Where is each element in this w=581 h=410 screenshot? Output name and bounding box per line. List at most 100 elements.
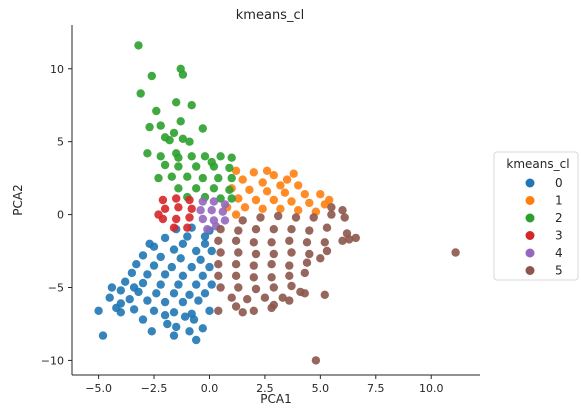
- point-cluster-0: [207, 246, 216, 256]
- point-cluster-5: [251, 249, 261, 259]
- point-cluster-1: [251, 195, 261, 205]
- x-axis-label: PCA1: [260, 392, 291, 406]
- point-cluster-0: [178, 271, 188, 280]
- point-cluster-1: [280, 188, 290, 197]
- point-cluster-5: [302, 238, 312, 247]
- point-cluster-2: [216, 152, 225, 161]
- legend-label-5: 5: [555, 264, 563, 278]
- point-cluster-0: [152, 289, 161, 298]
- point-cluster-4: [220, 200, 230, 209]
- point-cluster-2: [227, 153, 236, 162]
- point-cluster-0: [178, 239, 188, 248]
- point-cluster-2: [178, 70, 188, 79]
- y-axis-label: PCA2: [11, 184, 25, 215]
- point-cluster-5: [238, 216, 247, 225]
- point-cluster-2: [183, 172, 192, 181]
- point-cluster-5: [256, 213, 265, 222]
- point-cluster-0: [180, 312, 190, 321]
- point-cluster-2: [143, 149, 152, 158]
- x-axis-ticks: −5.0 −2.5 0.0 2.5 5.0 7.5 10.0: [85, 375, 443, 395]
- point-cluster-5: [216, 225, 225, 234]
- points-layer: [94, 41, 460, 365]
- point-cluster-5: [267, 260, 276, 269]
- point-cluster-5: [338, 206, 347, 215]
- point-cluster-2: [160, 160, 170, 170]
- point-cluster-5: [345, 235, 354, 244]
- legend-label-3: 3: [555, 229, 563, 243]
- point-cluster-5: [249, 261, 258, 270]
- point-cluster-0: [169, 245, 179, 254]
- point-cluster-0: [174, 280, 183, 289]
- point-cluster-5: [287, 248, 296, 257]
- point-cluster-2: [198, 173, 207, 183]
- point-cluster-5: [269, 283, 278, 292]
- point-cluster-5: [267, 238, 276, 247]
- point-cluster-5: [249, 306, 258, 315]
- legend-label-0: 0: [555, 176, 563, 190]
- point-cluster-2: [154, 173, 163, 183]
- point-cluster-0: [192, 246, 201, 256]
- point-cluster-5: [231, 260, 241, 269]
- point-cluster-2: [174, 162, 183, 171]
- point-cluster-2: [209, 184, 219, 193]
- point-cluster-2: [174, 184, 183, 193]
- point-cluster-0: [138, 278, 148, 288]
- point-cluster-2: [187, 152, 196, 161]
- point-cluster-0: [169, 331, 179, 340]
- point-cluster-3: [174, 203, 183, 212]
- point-cluster-0: [160, 233, 170, 243]
- point-cluster-5: [251, 284, 261, 294]
- point-cluster-0: [176, 254, 185, 263]
- point-cluster-0: [185, 290, 194, 299]
- point-cluster-1: [231, 166, 241, 175]
- point-cluster-0: [198, 324, 207, 333]
- point-cluster-1: [231, 210, 241, 219]
- legend-marker-3: [525, 231, 535, 240]
- point-cluster-3: [185, 213, 194, 222]
- point-cluster-5: [340, 213, 349, 222]
- point-cluster-0: [147, 327, 156, 336]
- point-cluster-1: [294, 206, 303, 215]
- point-cluster-2: [136, 89, 145, 98]
- point-cluster-0: [185, 327, 194, 336]
- point-cluster-0: [94, 306, 103, 315]
- point-cluster-5: [287, 225, 296, 234]
- point-cluster-4: [209, 197, 219, 206]
- point-cluster-2: [176, 117, 185, 126]
- point-cluster-5: [234, 226, 243, 235]
- point-cluster-2: [198, 124, 207, 133]
- point-cluster-3: [169, 223, 179, 232]
- point-cluster-5: [214, 271, 223, 280]
- point-cluster-0: [143, 296, 152, 305]
- x-tick-label: −5.0: [85, 382, 112, 395]
- point-cluster-0: [167, 262, 176, 272]
- point-cluster-5: [214, 306, 223, 315]
- point-cluster-1: [262, 187, 272, 196]
- point-cluster-0: [145, 239, 154, 248]
- point-cluster-5: [285, 261, 294, 270]
- point-cluster-0: [172, 322, 181, 332]
- point-cluster-2: [200, 152, 210, 161]
- point-cluster-0: [116, 286, 126, 295]
- point-cluster-0: [98, 331, 108, 340]
- point-cluster-1: [240, 203, 250, 212]
- x-tick-label: 10.0: [419, 382, 444, 395]
- point-cluster-1: [316, 190, 325, 199]
- point-cluster-5: [214, 236, 223, 245]
- point-cluster-5: [234, 283, 243, 292]
- y-tick-label: 5: [57, 136, 64, 149]
- point-cluster-1: [262, 166, 272, 175]
- y-tick-label: −5: [48, 282, 64, 295]
- point-cluster-5: [327, 210, 336, 219]
- point-cluster-5: [285, 296, 294, 305]
- point-cluster-1: [234, 194, 243, 203]
- point-cluster-5: [327, 203, 336, 212]
- point-cluster-0: [156, 280, 165, 289]
- x-tick-label: 2.5: [256, 382, 274, 395]
- point-cluster-3: [183, 223, 192, 232]
- point-cluster-5: [269, 225, 278, 234]
- point-cluster-1: [276, 181, 285, 190]
- point-cluster-0: [196, 255, 205, 264]
- legend-frame: [493, 151, 579, 281]
- point-cluster-0: [205, 262, 214, 272]
